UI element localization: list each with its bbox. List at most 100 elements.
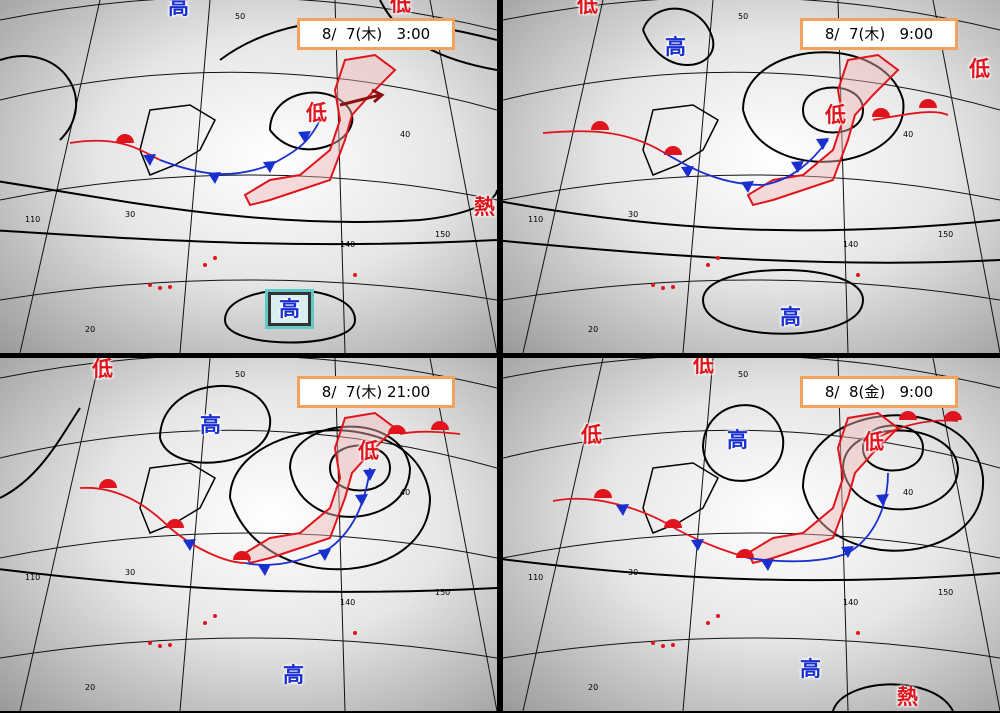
isobar [329, 444, 392, 492]
warm-front-semicircle [166, 519, 184, 528]
isobar [832, 683, 954, 711]
isobar [289, 425, 412, 518]
warm-front-semicircle [591, 121, 609, 130]
island [168, 643, 172, 647]
island [706, 263, 710, 267]
lat-lon-line [503, 71, 1000, 111]
weather-map-panel: 50 40 30 20 110 140 150 8/ 7(木) 9:00 低高低低高 [503, 0, 1000, 353]
island [651, 641, 655, 645]
cold-front-triangle [298, 131, 311, 143]
grid-label: 150 [435, 588, 451, 597]
grid-label: 110 [25, 573, 41, 582]
lat-lon-line [19, 358, 101, 711]
grid-label: 40 [400, 130, 411, 139]
weather-map-panel: 50 40 30 20 110 140 150 8/ 8(金) 9:00 低低高低高熱 [503, 358, 1000, 711]
island [148, 641, 152, 645]
grid-label: 20 [588, 325, 599, 334]
grid-label: 150 [435, 230, 451, 239]
warm-front-semicircle [594, 489, 612, 498]
lat-lon-line [334, 0, 346, 353]
isobar [503, 200, 1000, 232]
grid-label: 40 [903, 130, 914, 139]
island [706, 621, 710, 625]
lat-lon-line [0, 429, 497, 469]
timestamp-label: 8/ 7(木) 3:00 [297, 18, 455, 50]
lat-lon-line [0, 637, 497, 659]
low-pressure-label: 低 [306, 101, 327, 125]
island [856, 631, 860, 635]
lat-lon-line [503, 637, 1000, 659]
lat-lon-line [0, 174, 497, 201]
island [671, 643, 675, 647]
island [856, 273, 860, 277]
grid-label: 50 [738, 12, 749, 21]
lat-lon-line [334, 358, 346, 711]
grid-label: 50 [235, 12, 246, 21]
island [661, 644, 665, 648]
low-pressure-label: 熱 [897, 685, 918, 709]
high-pressure-label: 高 [727, 428, 748, 452]
cold-front-triangle [681, 166, 694, 178]
lat-lon-line [837, 0, 849, 353]
lat-lon-line [503, 0, 1000, 31]
cold-front-triangle [355, 494, 368, 506]
grid-label: 150 [938, 588, 954, 597]
japan-coastline [243, 411, 397, 565]
lat-lon-line [503, 279, 1000, 301]
lat-lon-line [19, 0, 101, 353]
high-pressure-label: 高 [265, 289, 314, 329]
grid-label: 140 [843, 240, 859, 249]
island [353, 631, 357, 635]
low-pressure-label: 低 [693, 358, 714, 377]
lat-lon-line [682, 358, 714, 711]
warm-front-semicircle [919, 99, 937, 108]
grid-label: 50 [235, 370, 246, 379]
cold-front-triangle [791, 161, 804, 173]
low-pressure-label: 熱 [474, 195, 495, 219]
lat-lon-line [0, 0, 497, 31]
japan-coastline [746, 411, 900, 565]
low-pressure-label: 低 [825, 103, 846, 127]
warm-front-semicircle [736, 549, 754, 558]
low-pressure-label: 低 [863, 430, 884, 454]
warm-front-semicircle [664, 146, 682, 155]
grid-label: 110 [25, 215, 41, 224]
lat-lon-line [0, 71, 497, 111]
cold-front-triangle [363, 469, 376, 481]
lat-lon-line [503, 174, 1000, 201]
isobar [842, 429, 960, 511]
isobar [0, 568, 497, 593]
timestamp-label: 8/ 8(金) 9:00 [800, 376, 958, 408]
isobar [0, 55, 78, 141]
grid-label: 30 [628, 210, 639, 219]
isobar [702, 269, 865, 335]
grid-label: 150 [938, 230, 954, 239]
lat-lon-line [522, 358, 604, 711]
korea-coastline [139, 104, 216, 176]
low-pressure-label: 低 [969, 57, 990, 81]
island [158, 286, 162, 290]
weather-map-panel: 50 40 30 20 110 140 150 8/ 7(木) 21:00 低高低高 [0, 358, 497, 711]
lat-lon-line [682, 0, 714, 353]
grid-label: 50 [738, 370, 749, 379]
high-pressure-label: 高 [168, 0, 189, 19]
isobar [702, 404, 785, 482]
cold-front-triangle [143, 154, 156, 166]
warm-front-semicircle [899, 411, 917, 420]
korea-coastline [642, 104, 719, 176]
island [203, 263, 207, 267]
island [158, 644, 162, 648]
cold-front-triangle [183, 539, 196, 551]
low-pressure-label: 低 [577, 0, 598, 17]
warm-front-semicircle [99, 479, 117, 488]
cold-front-triangle [258, 564, 271, 576]
grid-label: 40 [400, 488, 411, 497]
isobar [503, 558, 1000, 582]
map-canvas [0, 358, 497, 711]
isobar [802, 414, 985, 552]
island [661, 286, 665, 290]
warm-front-semicircle [388, 425, 406, 434]
lat-lon-line [179, 358, 211, 711]
high-pressure-label: 高 [665, 35, 686, 59]
movement-arrow-icon [339, 88, 385, 107]
